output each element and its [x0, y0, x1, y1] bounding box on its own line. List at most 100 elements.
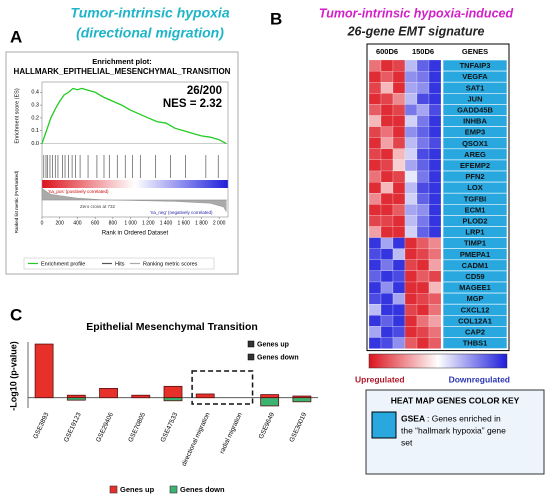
- x-tick-label: GSE70805: [127, 411, 147, 443]
- legend-swatch: [247, 353, 255, 361]
- y-tick-label: 0.4: [31, 90, 39, 96]
- x-tick-label: 1 400: [160, 220, 173, 226]
- gene-label: THBS1: [463, 339, 488, 348]
- heatmap-cell: [416, 248, 430, 260]
- enrichment-line: [41, 87, 227, 145]
- heatmap-cell: [416, 193, 430, 205]
- heatmap-cell: [428, 82, 442, 94]
- heatmap-cell: [380, 337, 394, 349]
- heatmap-cell: [416, 115, 430, 127]
- chart-title: Epithelial Mesenchymal Transition: [86, 321, 258, 333]
- heatmap-cell: [380, 82, 394, 94]
- legend-label: Genes down: [257, 354, 299, 361]
- heatmap-cell: [380, 281, 394, 294]
- x-tick-label: 1 600: [177, 220, 190, 226]
- heatmap-cell: [380, 170, 394, 183]
- heatmap-cell: [428, 270, 442, 283]
- bar: [195, 393, 215, 399]
- heatmap-cell: [368, 248, 382, 260]
- panel-heading: Tumor-intrinsic hypoxia-induced: [319, 6, 514, 20]
- heatmap-cell: [368, 170, 382, 183]
- heatmap-cell: [380, 270, 394, 283]
- heatmap-cell: [428, 70, 442, 83]
- heatmap-cell: [380, 59, 394, 72]
- heatmap-cell: [368, 237, 382, 249]
- gene-label: CADM1: [462, 261, 489, 270]
- heatmap-cell: [404, 170, 418, 183]
- gene-label: MGP: [466, 294, 483, 303]
- plot-subtitle: HALLMARK_EPITHELIAL_MESENCHYMAL_TRANSITI…: [14, 67, 231, 76]
- x-tick-label: 800: [109, 220, 118, 226]
- heatmap-cell: [428, 193, 442, 205]
- heatmap-cell: [392, 237, 406, 249]
- x-tick-label: GSE9649: [258, 411, 276, 440]
- gene-label: ECM1: [465, 205, 486, 214]
- panel-letter: C: [10, 305, 22, 324]
- heatmap-cell: [404, 326, 418, 338]
- heatmap-cell: [404, 215, 418, 227]
- heatmap-cell: [416, 315, 430, 327]
- heatmap-cell: [416, 270, 430, 283]
- gene-label: AREG: [464, 150, 486, 159]
- heatmap-cell: [368, 193, 382, 205]
- heatmap-cell: [428, 170, 442, 183]
- heatmap-cell: [416, 59, 430, 72]
- gene-label: EFEMP2: [460, 161, 490, 170]
- heatmap-cell: [416, 293, 430, 305]
- heatmap-cell: [380, 248, 394, 260]
- heatmap-cell: [368, 315, 382, 327]
- panel-heading: Tumor-intrinsic hypoxia: [70, 5, 229, 21]
- heatmap-cell: [392, 326, 406, 338]
- x-tick-label: 1 800: [195, 220, 208, 226]
- heatmap-cell: [380, 148, 394, 161]
- x-tick-label: 200: [56, 220, 65, 226]
- gene-label: TGFBI: [464, 194, 487, 203]
- heatmap-cell: [428, 115, 442, 127]
- heatmap-cell: [416, 182, 430, 194]
- heatmap-cell: [404, 137, 418, 149]
- x-tick-label: 2 000: [213, 220, 226, 226]
- heatmap-cell: [404, 159, 418, 172]
- heatmap-cell: [380, 226, 394, 238]
- bar: [66, 397, 86, 401]
- heatmap-cell: [380, 237, 394, 249]
- heatmap-cell: [404, 304, 418, 316]
- heatmap-cell: [392, 59, 406, 72]
- heatmap-cell: [368, 82, 382, 94]
- heatmap-cell: [392, 115, 406, 127]
- heatmap-cell: [416, 337, 430, 349]
- heatmap-cell: [392, 104, 406, 116]
- y-tick-label: 0.0: [31, 141, 39, 147]
- heatmap-cell: [380, 326, 394, 338]
- y-axis-label: -Log10 (p-value): [8, 341, 18, 411]
- x-tick-label: directional migration: [181, 411, 212, 467]
- heatmap-cell: [368, 281, 382, 294]
- plot-title: Enrichment plot:: [92, 57, 152, 66]
- heatmap-cell: [404, 226, 418, 238]
- annotation: 'na_pos' (positively correlated): [48, 189, 109, 194]
- x-tick-label: 400: [73, 220, 82, 226]
- heatmap-cell: [380, 159, 394, 172]
- gene-label: TNFAIP3: [460, 61, 491, 70]
- heatmap-cell: [428, 281, 442, 294]
- heatmap-cell: [428, 248, 442, 260]
- plot-frame: [41, 81, 229, 218]
- heatmap-cell: [392, 193, 406, 205]
- heatmap-cell: [392, 315, 406, 327]
- heatmap-cell: [416, 304, 430, 316]
- rank-color-bar: [42, 180, 228, 188]
- heatmap-cell: [392, 126, 406, 138]
- heatmap-cell: [404, 115, 418, 127]
- heatmap-cell: [368, 59, 382, 72]
- heatmap-cell: [368, 293, 382, 305]
- heatmap-cell: [368, 159, 382, 172]
- heatmap-cell: [428, 259, 442, 271]
- heatmap-cell: [368, 70, 382, 83]
- genes-header: GENES: [462, 47, 488, 56]
- heatmap-cell: [404, 104, 418, 116]
- heatmap-cell: [368, 148, 382, 161]
- heatmap-cell: [416, 326, 430, 338]
- heatmap-cell: [428, 159, 442, 172]
- heatmap-cell: [428, 59, 442, 72]
